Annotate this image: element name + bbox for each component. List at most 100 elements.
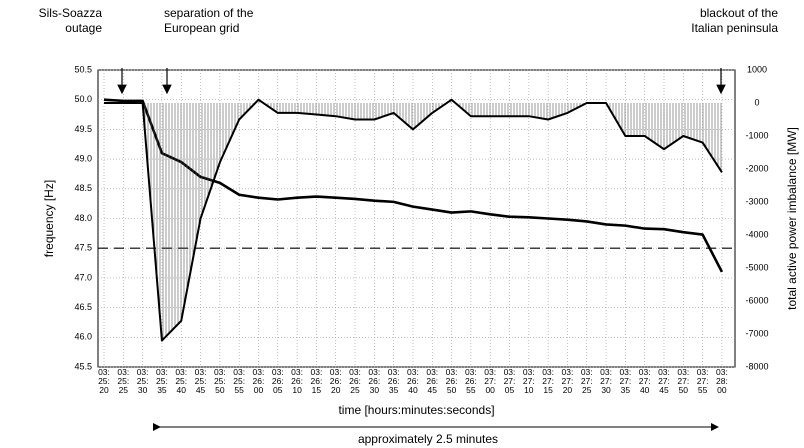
x-tick-label-box: 03: 25: 30 bbox=[136, 368, 149, 395]
x-tick-label-box: 03: 25: 25 bbox=[117, 368, 130, 395]
x-tick-label-box: 03: 27: 10 bbox=[522, 368, 535, 395]
x-tick-label-box: 03: 26: 55 bbox=[464, 368, 477, 395]
x-tick-label: 03: 25: 25 bbox=[117, 368, 130, 395]
annotation: outage bbox=[65, 21, 102, 35]
x-tick-label-box: 03: 25: 50 bbox=[213, 368, 226, 395]
y-tick-label: 50.5 bbox=[74, 64, 92, 74]
x-tick-label: 03: 27: 35 bbox=[619, 368, 632, 395]
y2-tick-label: -4000 bbox=[745, 229, 768, 239]
imbalance-area bbox=[104, 99, 722, 341]
x-tick-label-box: 03: 26: 20 bbox=[329, 368, 342, 395]
x-tick-label: 03: 27: 25 bbox=[580, 368, 593, 395]
x-tick-label: 03: 27: 15 bbox=[542, 368, 555, 395]
x-tick-label: 03: 27: 50 bbox=[677, 368, 690, 395]
x-tick-label-box: 03: 27: 45 bbox=[658, 368, 670, 395]
y2-tick-label: -6000 bbox=[745, 295, 768, 305]
y-tick-label: 46.0 bbox=[74, 332, 92, 342]
x-tick-label: 03: 26: 40 bbox=[407, 368, 419, 395]
y2-tick-label: -7000 bbox=[745, 328, 768, 338]
annotation: Italian peninsula bbox=[691, 21, 778, 35]
x-tick-label-box: 03: 25: 45 bbox=[194, 368, 207, 395]
x-tick-label-box: 03: 27: 05 bbox=[503, 368, 516, 395]
annotation: Sils-Soazza bbox=[39, 6, 103, 20]
x-tick-label: 03: 26: 20 bbox=[329, 368, 342, 395]
x-tick-label-box: 03: 26: 50 bbox=[445, 368, 458, 395]
x-tick-label: 03: 28: 00 bbox=[715, 368, 728, 395]
x-tick-label-box: 03: 27: 50 bbox=[677, 368, 690, 395]
x-tick-label-box: 03: 27: 15 bbox=[542, 368, 555, 395]
y-tick-label: 45.5 bbox=[74, 361, 92, 371]
y-tick-label: 48.5 bbox=[74, 183, 92, 193]
x-tick-label: 03: 26: 10 bbox=[291, 368, 303, 395]
y-tick-label: 47.0 bbox=[74, 272, 92, 282]
y2-tick-label: -5000 bbox=[745, 262, 768, 272]
y2-tick-label: 1000 bbox=[747, 64, 767, 74]
x-tick-label-box: 03: 26: 25 bbox=[349, 368, 361, 395]
x-tick-label: 03: 26: 30 bbox=[368, 368, 381, 395]
x-tick-label-box: 03: 26: 00 bbox=[252, 368, 265, 395]
x-tick-label: 03: 26: 50 bbox=[445, 368, 458, 395]
imbalance-line bbox=[104, 98, 723, 342]
x-tick-label: 03: 26: 05 bbox=[271, 368, 284, 395]
x-tick-label: 03: 25: 50 bbox=[213, 368, 226, 395]
x-tick-label: 03: 27: 10 bbox=[522, 368, 535, 395]
y-tick-label: 50.0 bbox=[74, 94, 92, 104]
x-axis-label: time [hours:minutes:seconds] bbox=[338, 403, 494, 417]
x-tick-label-box: 03: 27: 00 bbox=[484, 368, 497, 395]
x-tick-label: 03: 25: 40 bbox=[175, 368, 188, 395]
x-tick-label-box: 03: 25: 20 bbox=[98, 368, 110, 395]
y2-tick-label: -8000 bbox=[745, 361, 768, 371]
x-tick-label-box: 03: 27: 30 bbox=[600, 368, 612, 395]
x-tick-label-box: 03: 28: 00 bbox=[715, 368, 728, 395]
x-tick-label-box: 03: 27: 25 bbox=[580, 368, 593, 395]
x-tick-label-box: 03: 26: 30 bbox=[368, 368, 381, 395]
x-tick-label: 03: 26: 00 bbox=[252, 368, 265, 395]
y2-tick-label: 0 bbox=[754, 97, 759, 107]
x-tick-label-box: 03: 26: 10 bbox=[291, 368, 303, 395]
x-tick-label-box: 03: 27: 35 bbox=[619, 368, 632, 395]
y2-tick-label: -2000 bbox=[745, 163, 768, 173]
x-tick-label: 03: 26: 45 bbox=[426, 368, 439, 395]
x-tick-label: 03: 27: 20 bbox=[561, 368, 574, 395]
x-tick-label: 03: 25: 20 bbox=[98, 368, 110, 395]
y2-axis-label: total active power imbalance [MW] bbox=[785, 127, 799, 310]
y-tick-label: 49.5 bbox=[74, 124, 92, 134]
x-tick-label: 03: 27: 45 bbox=[658, 368, 670, 395]
y2-tick-label: -1000 bbox=[745, 130, 768, 140]
x-tick-label: 03: 25: 55 bbox=[233, 368, 246, 395]
y2-tick-label: -3000 bbox=[745, 196, 768, 206]
x-tick-label: 03: 26: 35 bbox=[387, 368, 400, 395]
bottom-note: approximately 2.5 minutes bbox=[358, 432, 498, 446]
x-tick-label-box: 03: 27: 40 bbox=[638, 368, 651, 395]
x-tick-label-box: 03: 26: 45 bbox=[426, 368, 439, 395]
annotation: separation of the bbox=[164, 6, 254, 20]
x-tick-label: 03: 27: 40 bbox=[638, 368, 651, 395]
y-tick-label: 46.5 bbox=[74, 302, 92, 312]
x-tick-label: 03: 25: 35 bbox=[156, 368, 168, 395]
y-axis-label: frequency [Hz] bbox=[42, 180, 56, 257]
x-tick-label-box: 03: 26: 05 bbox=[271, 368, 284, 395]
x-tick-label-box: 03: 26: 40 bbox=[407, 368, 419, 395]
annotation: European grid bbox=[164, 21, 239, 35]
annotation: blackout of the bbox=[700, 6, 778, 20]
x-tick-label: 03: 26: 25 bbox=[349, 368, 361, 395]
x-tick-label: 03: 25: 45 bbox=[194, 368, 207, 395]
x-tick-label-box: 03: 25: 55 bbox=[233, 368, 246, 395]
x-tick-label: 03: 26: 55 bbox=[464, 368, 477, 395]
x-tick-label-box: 03: 25: 35 bbox=[156, 368, 168, 395]
x-tick-label: 03: 26: 15 bbox=[310, 368, 323, 395]
x-tick-label-box: 03: 27: 20 bbox=[561, 368, 574, 395]
x-tick-label-box: 03: 27: 55 bbox=[696, 368, 709, 395]
x-tick-label-box: 03: 26: 35 bbox=[387, 368, 400, 395]
x-tick-label: 03: 27: 30 bbox=[600, 368, 612, 395]
y-tick-label: 49.0 bbox=[74, 153, 92, 163]
x-tick-label: 03: 27: 05 bbox=[503, 368, 516, 395]
y-tick-label: 47.5 bbox=[74, 243, 92, 253]
x-tick-label: 03: 27: 00 bbox=[484, 368, 497, 395]
x-tick-label: 03: 27: 55 bbox=[696, 368, 709, 395]
x-tick-label-box: 03: 25: 40 bbox=[175, 368, 188, 395]
x-tick-label: 03: 25: 30 bbox=[136, 368, 149, 395]
x-tick-label-box: 03: 26: 15 bbox=[310, 368, 323, 395]
y-tick-label: 48.0 bbox=[74, 213, 92, 223]
